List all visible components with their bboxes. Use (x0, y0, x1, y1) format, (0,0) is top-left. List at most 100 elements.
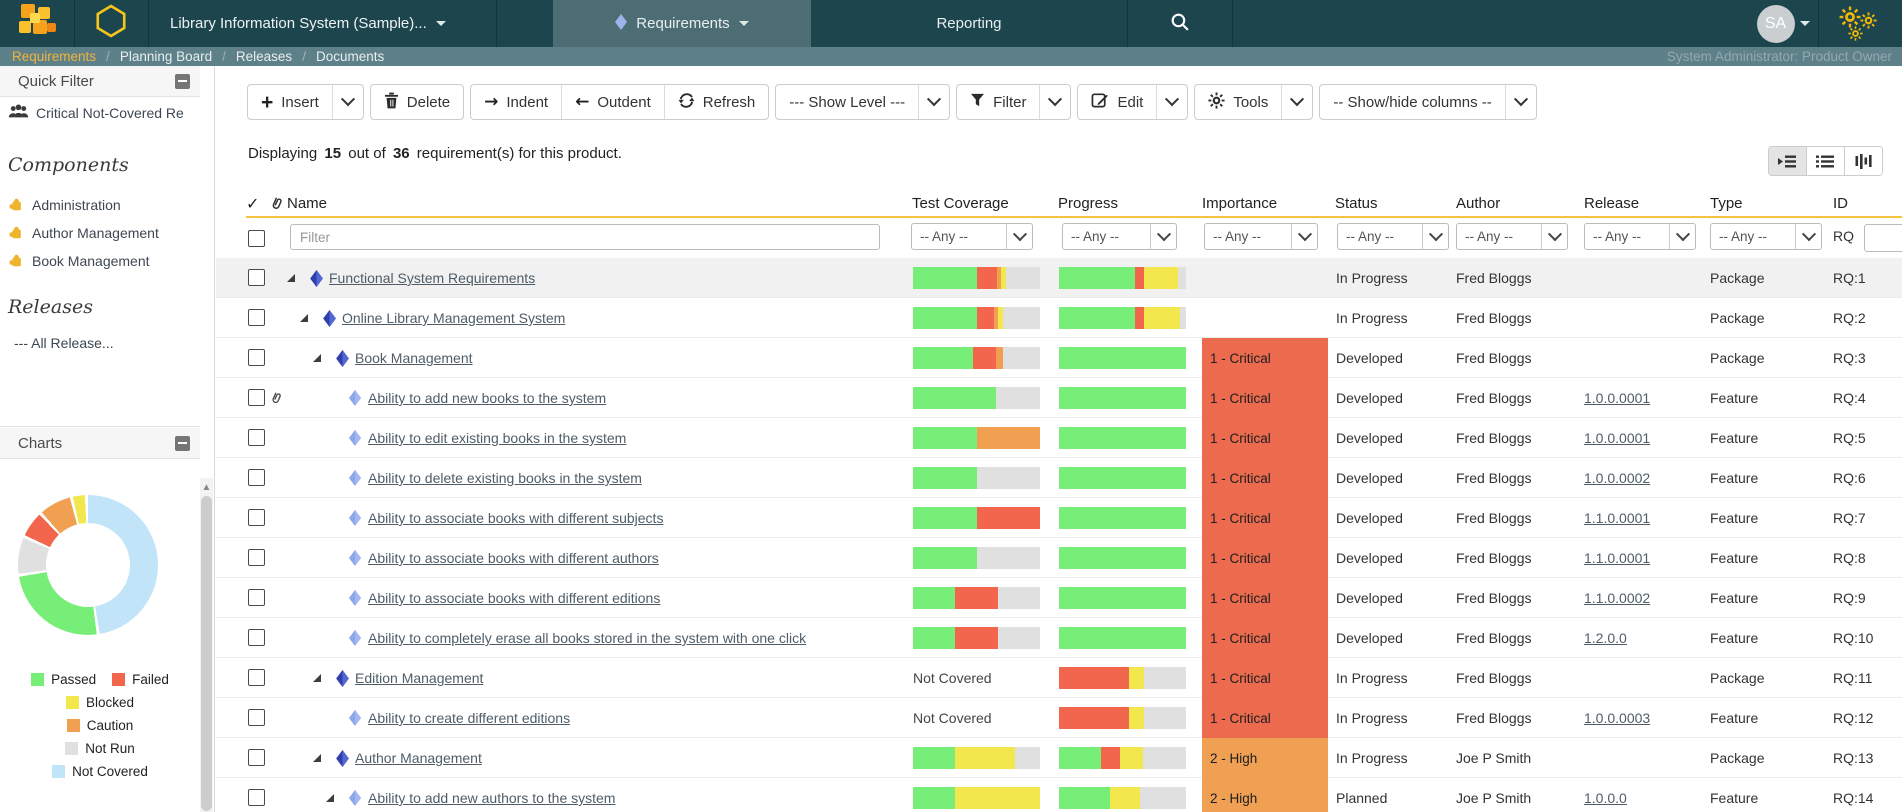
outdent-button[interactable]: ← Outdent (561, 85, 664, 119)
dropdown-chevron[interactable] (1291, 224, 1317, 249)
insert-button[interactable]: + Insert (248, 85, 332, 119)
breadcrumb-item[interactable]: Planning Board (119, 49, 213, 64)
indent-button[interactable]: → Indent (471, 85, 561, 119)
sidebar-item-component[interactable]: Author Management (8, 220, 198, 246)
requirement-link[interactable]: Ability to create different editions (368, 710, 571, 726)
column-header-release[interactable]: Release (1584, 194, 1640, 212)
show-level-dropdown-button[interactable] (918, 85, 949, 119)
release-link[interactable]: 1.0.0.0001 (1584, 390, 1651, 406)
row-checkbox[interactable] (248, 629, 265, 646)
row-checkbox[interactable] (248, 429, 265, 446)
insert-dropdown-button[interactable] (331, 85, 363, 119)
row-checkbox[interactable] (248, 469, 265, 486)
show-level-dropdown[interactable]: --- Show Level --- (776, 85, 918, 119)
release-link[interactable]: 1.1.0.0001 (1584, 510, 1651, 526)
refresh-button[interactable]: Refresh (663, 85, 769, 119)
delete-button[interactable]: Delete (371, 85, 463, 119)
expand-collapse-toggle[interactable] (287, 258, 295, 298)
column-header-type[interactable]: Type (1710, 194, 1743, 212)
breadcrumb-item[interactable]: Documents (315, 49, 385, 64)
requirement-link[interactable]: Functional System Requirements (329, 270, 536, 286)
edit-button[interactable]: Edit (1078, 85, 1156, 119)
progress-filter-dropdown[interactable]: -- Any -- (1062, 223, 1177, 250)
sidebar-item-component[interactable]: Book Management (8, 248, 198, 274)
requirement-link[interactable]: Ability to associate books with differen… (368, 510, 664, 526)
global-search-button[interactable] (1127, 0, 1232, 47)
expand-collapse-toggle[interactable] (313, 738, 321, 778)
dropdown-chevron[interactable] (1669, 224, 1695, 249)
row-checkbox[interactable] (248, 269, 265, 286)
release-link[interactable]: 1.0.0.0003 (1584, 710, 1651, 726)
requirement-link[interactable]: Ability to edit existing books in the sy… (368, 430, 627, 446)
list-view-toggle[interactable] (1806, 147, 1844, 175)
sidebar-item-component[interactable]: Administration (8, 192, 198, 218)
column-header-name[interactable]: Name (287, 194, 328, 212)
breadcrumb-item[interactable]: Releases (235, 49, 293, 64)
workspace-switcher[interactable] (74, 0, 148, 47)
filter-button[interactable]: Filter (957, 85, 1039, 119)
app-logo[interactable] (0, 0, 74, 47)
row-checkbox[interactable] (248, 549, 265, 566)
id-filter-input[interactable] (1864, 224, 1902, 252)
expand-collapse-toggle[interactable] (313, 338, 321, 378)
row-checkbox[interactable] (248, 749, 265, 766)
row-checkbox[interactable] (248, 589, 265, 606)
author-filter-dropdown[interactable]: -- Any -- (1456, 223, 1568, 250)
test-coverage-filter-dropdown[interactable]: -- Any -- (911, 223, 1033, 250)
requirement-link[interactable]: Book Management (355, 350, 473, 366)
row-checkbox[interactable] (248, 789, 265, 806)
name-filter-input[interactable] (290, 224, 880, 250)
release-link[interactable]: 1.2.0.0 (1584, 630, 1627, 646)
tab-requirements[interactable]: Requirements (553, 0, 811, 47)
filter-dropdown-button[interactable] (1039, 85, 1070, 119)
sidebar-item-critical-not-covered[interactable]: Critical Not-Covered Re (8, 100, 198, 126)
show-hide-columns-dropdown-button[interactable] (1504, 85, 1536, 119)
collapse-panel-icon[interactable] (175, 73, 190, 89)
expand-collapse-toggle[interactable] (300, 298, 308, 338)
requirement-link[interactable]: Ability to completely erase all books st… (368, 630, 807, 646)
requirement-link[interactable]: Author Management (355, 750, 482, 766)
dropdown-chevron[interactable] (1541, 224, 1567, 249)
dropdown-chevron[interactable] (1795, 224, 1821, 249)
attachment-column-header[interactable] (269, 190, 284, 216)
column-header-importance[interactable]: Importance (1202, 194, 1278, 212)
expand-collapse-toggle[interactable] (326, 778, 334, 812)
requirement-link[interactable]: Online Library Management System (342, 310, 566, 326)
tools-button[interactable]: Tools (1195, 85, 1281, 119)
release-link[interactable]: 1.0.0.0002 (1584, 470, 1651, 486)
show-hide-columns-dropdown[interactable]: -- Show/hide columns -- (1320, 85, 1504, 119)
requirement-link[interactable]: Edition Management (355, 670, 484, 686)
sidebar-item-all-releases[interactable]: --- All Release... (14, 330, 204, 356)
row-checkbox[interactable] (248, 349, 265, 366)
select-all-header[interactable]: ✓ (246, 190, 259, 216)
dropdown-chevron[interactable] (1422, 224, 1448, 249)
user-menu[interactable]: SA (1748, 0, 1818, 47)
collapse-panel-icon[interactable] (175, 435, 190, 451)
release-link[interactable]: 1.0.0.0 (1584, 790, 1627, 806)
column-header-author[interactable]: Author (1456, 194, 1501, 212)
column-header-progress[interactable]: Progress (1058, 194, 1119, 212)
column-header-status[interactable]: Status (1335, 194, 1378, 212)
column-header-test-coverage[interactable]: Test Coverage (912, 194, 1009, 212)
requirement-link[interactable]: Ability to associate books with differen… (368, 550, 659, 566)
column-header-id[interactable]: ID (1833, 194, 1848, 212)
admin-settings-button[interactable] (1818, 0, 1902, 47)
release-filter-dropdown[interactable]: -- Any -- (1584, 223, 1696, 250)
mindmap-view-toggle[interactable] (1844, 147, 1882, 175)
breadcrumb-item[interactable]: Requirements (12, 49, 97, 64)
scrollbar-thumb[interactable] (201, 496, 212, 811)
requirement-link[interactable]: Ability to add new authors to the system (368, 790, 616, 806)
expand-collapse-toggle[interactable] (313, 658, 321, 698)
release-link[interactable]: 1.1.0.0002 (1584, 590, 1651, 606)
filter-row-checkbox[interactable] (248, 230, 265, 247)
row-checkbox[interactable] (248, 669, 265, 686)
row-checkbox[interactable] (248, 389, 265, 406)
release-link[interactable]: 1.1.0.0001 (1584, 550, 1651, 566)
dropdown-chevron[interactable] (1006, 224, 1032, 249)
importance-filter-dropdown[interactable]: -- Any -- (1204, 223, 1318, 250)
status-filter-dropdown[interactable]: -- Any -- (1337, 223, 1449, 250)
row-checkbox[interactable] (248, 709, 265, 726)
type-filter-dropdown[interactable]: -- Any -- (1710, 223, 1822, 250)
row-checkbox[interactable] (248, 509, 265, 526)
hierarchy-view-toggle[interactable] (1769, 147, 1806, 175)
